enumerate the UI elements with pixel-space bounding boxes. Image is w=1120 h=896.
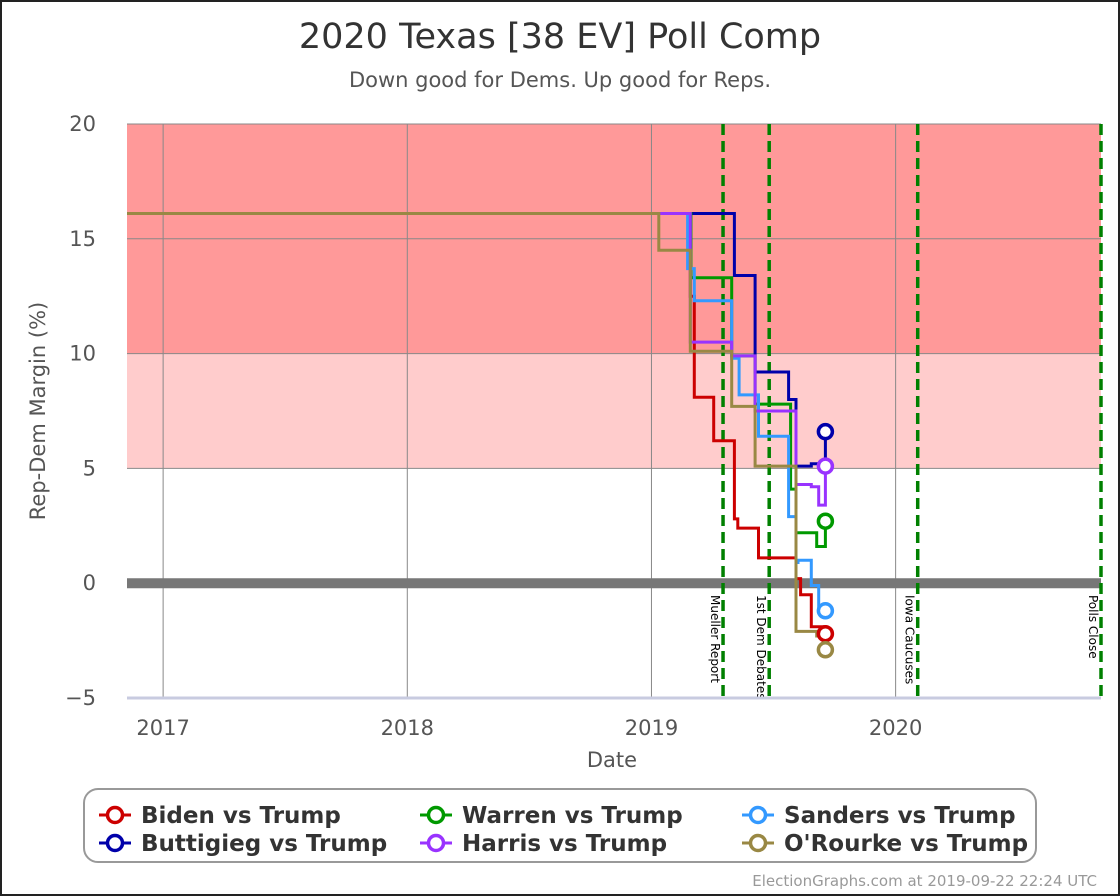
y-tick-label: 5 xyxy=(83,456,96,480)
event-label: Mueller Report xyxy=(708,595,722,683)
legend-swatch-marker xyxy=(105,833,125,853)
plot-events: Mueller Report 1st Dem Debates Iowa Caucus… xyxy=(708,124,1103,699)
legend-box xyxy=(83,788,1037,863)
y-tick-label: 15 xyxy=(69,227,96,251)
legend-swatch-marker xyxy=(426,805,446,825)
legend-label: O'Rourke vs Trump xyxy=(784,831,1028,857)
event-label: Iowa Caucuses xyxy=(903,595,917,684)
series-line-3 xyxy=(127,212,826,613)
x-tick-label: 2020 xyxy=(869,716,922,740)
legend-label: Biden vs Trump xyxy=(141,803,341,829)
series-line-4 xyxy=(127,212,827,507)
series-line-2 xyxy=(127,212,827,548)
series-line-0 xyxy=(127,212,827,634)
x-tick-label: 2017 xyxy=(136,716,189,740)
series-end-marker-0 xyxy=(816,624,835,643)
y-tick-label: 20 xyxy=(69,112,96,136)
plot-axes: 2017 2018 2019 2020 −5 0 5 10 15 20 xyxy=(65,112,1101,740)
legend-swatch-marker xyxy=(748,833,768,853)
chart-title: 2020 Texas [38 EV] Poll Comp xyxy=(299,17,821,57)
x-tick-label: 2018 xyxy=(381,716,434,740)
legend: Biden vs Trump Warren vs Trump Sanders vs … xyxy=(83,788,1037,863)
margin-band-1 xyxy=(127,353,1101,469)
x-tick-label: 2019 xyxy=(625,716,678,740)
series-end-marker-1 xyxy=(816,422,835,441)
y-tick-label: −5 xyxy=(65,686,96,710)
y-tick-label: 0 xyxy=(83,571,96,595)
credit-text: ElectionGraphs.com at 2019-09-22 22:24 U… xyxy=(752,872,1097,890)
event-label: 1st Dem Debates xyxy=(754,595,768,699)
legend-label: Harris vs Trump xyxy=(462,831,667,857)
legend-swatch-marker xyxy=(748,805,768,825)
series-end-marker-5 xyxy=(816,641,835,659)
legend-swatch-marker xyxy=(426,833,446,853)
plot-bands xyxy=(127,124,1101,469)
legend-label: Buttigieg vs Trump xyxy=(141,831,387,857)
y-axis-label: Rep-Dem Margin (%) xyxy=(26,302,50,520)
event-label: Polls Close xyxy=(1086,595,1100,659)
plot-series xyxy=(127,212,835,659)
series-end-marker-4 xyxy=(816,457,835,475)
series-end-marker-2 xyxy=(816,512,835,530)
series-end-marker-3 xyxy=(816,602,835,620)
legend-label: Sanders vs Trump xyxy=(784,803,1016,829)
y-tick-label: 10 xyxy=(69,342,96,366)
x-axis-label: Date xyxy=(587,748,637,772)
plot-grid xyxy=(127,123,1101,698)
legend-swatch-marker xyxy=(105,805,125,825)
chart-subtitle: Down good for Dems. Up good for Reps. xyxy=(349,68,771,92)
legend-label: Warren vs Trump xyxy=(462,803,683,829)
